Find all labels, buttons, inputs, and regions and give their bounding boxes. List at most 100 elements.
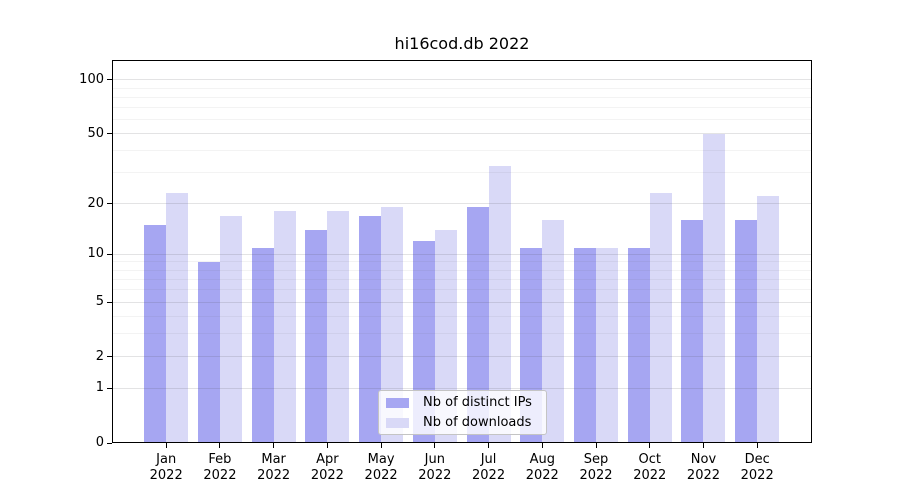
x-tick-mark [649,443,651,448]
gridline-minor [112,87,812,89]
x-tick-month: Oct [638,452,661,467]
y-tick-label: 50 [87,125,104,141]
x-tick-year: 2022 [418,467,452,483]
gridline-minor [112,269,812,271]
x-tick-label: Sep 2022 [568,452,624,483]
x-tick-mark [595,443,597,448]
x-tick-year: 2022 [149,467,183,483]
x-tick-mark [273,443,275,448]
x-tick-label: Feb 2022 [192,452,248,483]
y-tick-label: 20 [87,195,104,211]
y-tick-label: 0 [95,435,104,450]
x-tick-year: 2022 [472,467,506,483]
bar-apr-downloads [327,211,350,443]
bar-feb-distinct-ips [197,261,220,443]
bar-dec-distinct-ips [735,220,758,443]
bar-feb-downloads [219,215,242,443]
y-tick-mark [107,442,112,444]
bar-mar-downloads [273,211,296,443]
bar-may-distinct-ips [359,215,382,443]
gridline-minor [112,96,812,98]
x-tick-label: Jan 2022 [138,452,194,483]
legend-label-distinct-ips: Nb of distinct IPs [423,395,532,410]
x-tick-label: Apr 2022 [299,452,355,483]
x-tick-month: Jan [156,452,177,467]
y-tick-mark [107,253,112,255]
x-tick-mark [702,443,704,448]
gridline-major [112,79,812,81]
x-tick-label: Mar 2022 [246,452,302,483]
x-tick-month: Sep [583,452,609,467]
x-tick-year: 2022 [257,467,291,483]
bar-nov-downloads [703,133,726,443]
bar-jul-downloads [488,165,511,443]
legend-label-downloads: Nb of downloads [423,415,532,430]
y-tick-mark [107,133,112,135]
bar-aug-downloads [542,220,565,443]
x-tick-label: Jun 2022 [407,452,463,483]
y-tick-label: 2 [95,348,104,364]
gridline-minor [112,278,812,280]
bar-jul-distinct-ips [466,207,489,443]
x-tick-label: Oct 2022 [622,452,678,483]
bar-dec-downloads [757,196,780,443]
x-tick-label: Dec 2022 [729,452,785,483]
gridline-major [112,356,812,358]
x-tick-label: Jul 2022 [461,452,517,483]
bar-apr-distinct-ips [305,229,328,443]
y-tick-label: 1 [95,380,104,396]
legend-swatch-downloads [386,417,409,428]
chart-title: hi16cod.db 2022 [394,34,530,53]
x-tick-year: 2022 [364,467,398,483]
y-tick-mark [107,387,112,389]
legend: Nb of distinct IPs Nb of downloads [378,390,547,435]
bar-jan-downloads [166,193,189,443]
x-tick-mark [380,443,382,448]
y-tick-mark [107,356,112,358]
gridline-minor [112,261,812,263]
plot-area [112,60,812,443]
bar-jun-downloads [434,229,457,443]
x-tick-mark [326,443,328,448]
legend-item-distinct-ips: Nb of distinct IPs [386,393,546,413]
bar-sep-downloads [596,247,619,443]
legend-item-downloads: Nb of downloads [386,413,546,433]
bar-may-downloads [381,207,404,443]
bar-jan-distinct-ips [144,224,167,443]
legend-swatch-distinct-ips [386,397,409,408]
gridline-major [112,253,812,255]
y-tick-label: 5 [95,294,104,310]
x-tick-label: Aug 2022 [514,452,570,483]
x-tick-label: May 2022 [353,452,409,483]
x-tick-year: 2022 [633,467,667,483]
bars-layer [112,60,812,443]
x-tick-year: 2022 [579,467,613,483]
x-tick-mark [488,443,490,448]
grid-layer [112,60,812,443]
gridline-major [112,387,812,389]
gridline-minor [112,107,812,109]
x-tick-year: 2022 [686,467,721,483]
gridline-minor [112,172,812,174]
gridline-minor [112,333,812,335]
bar-oct-distinct-ips [627,247,650,443]
y-tick-mark [107,301,112,303]
x-tick-mark [756,443,758,448]
x-tick-month: May [367,452,395,467]
gridline-minor [112,119,812,121]
y-tick-mark [107,203,112,205]
y-tick-label: 100 [79,71,104,87]
x-tick-year: 2022 [740,467,774,483]
gridline-major [112,203,812,205]
x-tick-month: Aug [529,452,555,467]
x-tick-year: 2022 [525,467,559,483]
x-tick-month: Jun [424,452,445,467]
x-tick-mark [541,443,543,448]
bar-oct-downloads [649,193,672,443]
y-tick-label: 10 [87,246,104,262]
bar-sep-distinct-ips [574,247,597,443]
x-tick-mark [434,443,436,448]
x-tick-year: 2022 [203,467,237,483]
bar-nov-distinct-ips [681,220,704,443]
